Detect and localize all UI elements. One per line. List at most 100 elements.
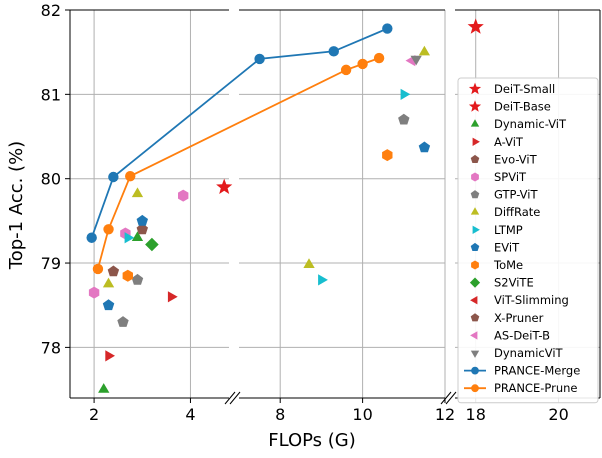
point-evo-vit (107, 265, 120, 277)
axis-break-mark (440, 391, 452, 405)
x-tick-label: 18 (466, 405, 486, 424)
legend-label: S2ViTE (494, 276, 534, 290)
legend-label: PRANCE-Prune (494, 381, 578, 395)
axes-frame (65, 9, 601, 405)
point-spvit (88, 286, 100, 299)
point-prance-merge (382, 23, 393, 34)
y-tick-label: 81 (41, 85, 61, 104)
series-line (90, 27, 388, 239)
legend-marker (469, 277, 481, 288)
point-tome (382, 149, 393, 162)
y-tick-label: 82 (41, 1, 61, 20)
legend-label: Evo-ViT (494, 152, 538, 166)
x-axis-label: FLOPs (G) (268, 430, 356, 451)
legend-label: GTP-ViT (494, 188, 538, 202)
legend-label: ViT-Slimming (494, 293, 569, 307)
point-dynamic-vit (98, 383, 110, 393)
point-prance-prune (340, 64, 352, 76)
legend-marker (471, 260, 479, 270)
point-ltmp (318, 274, 328, 286)
legend-label: DeiT-Small (494, 82, 555, 96)
point-evit (136, 214, 148, 226)
legend-label: DiffRate (494, 205, 540, 219)
legend-marker (468, 100, 482, 112)
legend-marker (472, 225, 480, 234)
axis-break-mark (229, 391, 241, 405)
point-prance-merge (254, 53, 265, 65)
point-prance-merge (86, 232, 97, 243)
x-tick-label: 2 (89, 405, 99, 424)
legend-label: X-Pruner (494, 311, 544, 325)
point-evit (102, 299, 115, 311)
legend-label: SPViT (494, 170, 527, 184)
legend: DeiT-Small DeiT-Base Dynamic-ViT A-ViT Evo-V… (457, 77, 599, 404)
point-evit (418, 141, 431, 153)
point-tome (122, 269, 133, 282)
legend-label: EViT (494, 240, 520, 254)
point-s2vite (145, 237, 159, 252)
point-prance-prune (125, 170, 136, 182)
point-evo-vit (136, 223, 148, 235)
point-prance-prune (92, 263, 104, 275)
axis-break-mark (445, 391, 457, 405)
legend-marker (470, 242, 480, 251)
legend-marker (470, 154, 480, 163)
x-tick-label: 4 (185, 405, 195, 424)
point-dynamic-vit (131, 231, 144, 241)
legend-marker (471, 366, 479, 375)
x-tick-label: 8 (275, 405, 285, 424)
point-diffrate (418, 45, 430, 56)
legend-label: DeiT-Base (494, 100, 551, 114)
point-dynamicvit (410, 55, 422, 66)
legend-marker (471, 172, 479, 182)
point-spvit (178, 189, 189, 202)
legend-label: A-ViT (494, 135, 524, 149)
legend-marker (470, 296, 478, 305)
legend-marker (470, 313, 480, 322)
legend-marker (470, 331, 478, 340)
legend-label: DynamicViT (494, 346, 564, 360)
point-gtp-vit (398, 113, 410, 125)
point-a-vit (105, 350, 115, 362)
y-tick-label: 79 (41, 254, 61, 273)
point-gtp-vit (131, 273, 144, 285)
y-tick-label: 80 (41, 170, 61, 189)
data-markers (86, 18, 484, 393)
y-tick-label: 78 (41, 338, 61, 357)
point-diffrate (102, 277, 115, 288)
legend-marker (470, 190, 480, 199)
point-ltmp (400, 88, 411, 100)
point-prance-merge (108, 171, 119, 183)
legend-marker (470, 119, 480, 127)
point-diffrate (131, 187, 144, 198)
point-deit-base (467, 18, 484, 34)
legend-marker (470, 207, 480, 215)
legend-label: Dynamic-ViT (494, 117, 567, 131)
legend-label: ToMe (493, 258, 523, 272)
legend-marker (472, 137, 480, 146)
legend-marker (470, 350, 480, 358)
point-gtp-vit (117, 316, 129, 327)
legend-marker (468, 82, 482, 95)
legend-label: LTMP (494, 223, 523, 237)
point-deit-small (216, 178, 233, 194)
point-prance-prune (103, 224, 114, 235)
x-tick-label: 10 (352, 405, 372, 424)
point-prance-prune (373, 52, 385, 64)
y-axis-label: Top-1 Acc. (%) (6, 141, 27, 270)
point-prance-prune (357, 58, 368, 70)
axis-break-mark (224, 391, 236, 405)
point-ltmp (124, 232, 135, 244)
legend-box (457, 77, 599, 404)
series-lines (90, 27, 388, 270)
point-prance-merge (328, 46, 339, 57)
point-diffrate (303, 258, 315, 268)
legend-label: PRANCE-Merge (494, 364, 580, 378)
x-tick-label: 20 (548, 405, 568, 424)
tick-labels: 2 4 8 10 12 18 20 78 79 80 81 82 (41, 1, 569, 424)
point-a-vit (167, 291, 178, 303)
legend-marker (471, 384, 479, 393)
x-tick-label: 12 (435, 405, 455, 424)
legend-label: AS-DeiT-B (494, 328, 550, 342)
